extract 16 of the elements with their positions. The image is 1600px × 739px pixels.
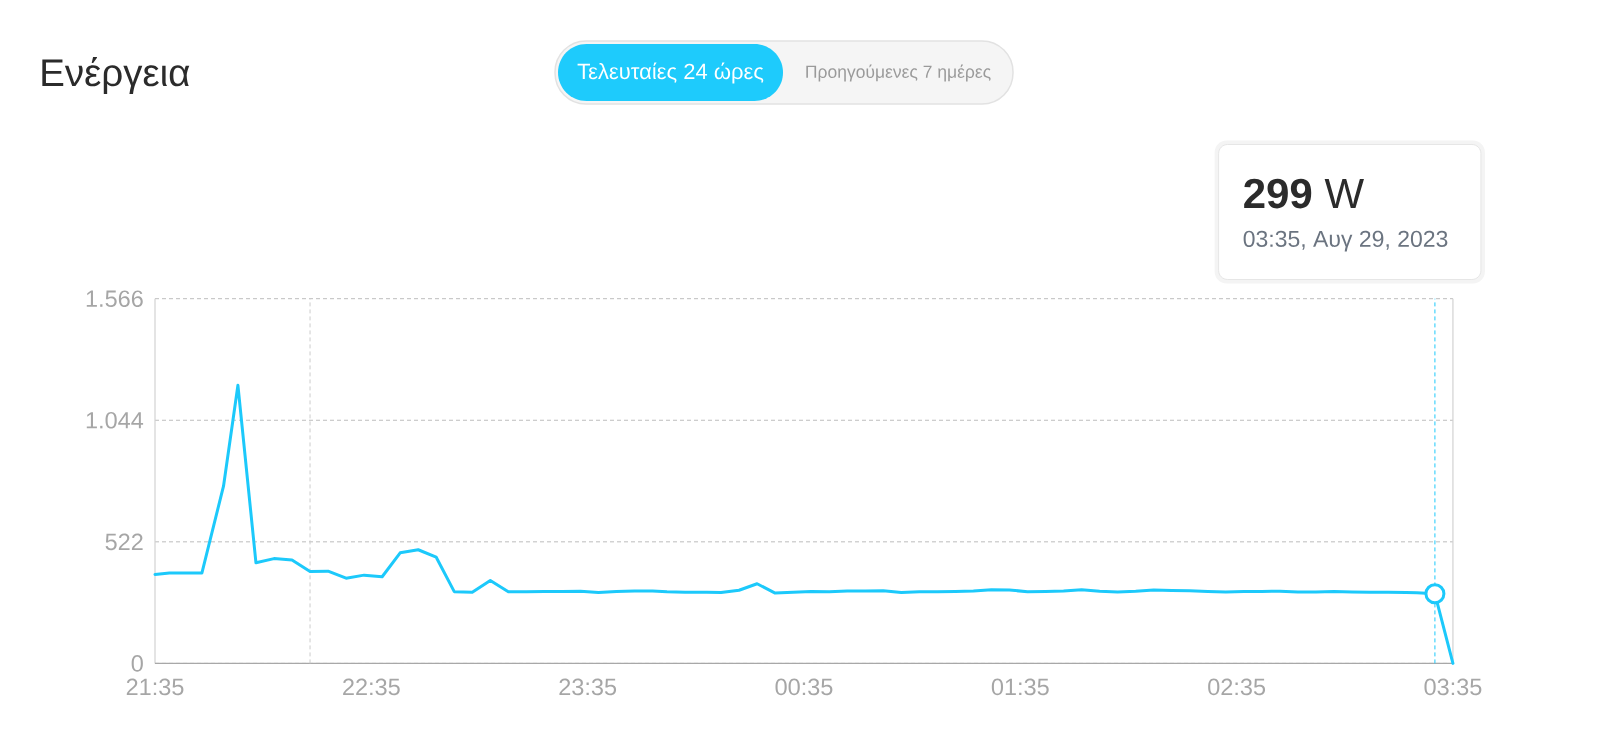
y-tick-label: 1.566	[86, 290, 143, 308]
x-tick-label: 00:35	[775, 678, 833, 696]
text: 03:35, Αυγ 29, 2023	[1243, 230, 1448, 252]
text: Τελευταίες 24 ώρες	[577, 62, 764, 84]
y-tick-label: 1.044	[86, 411, 144, 429]
chart-title: Ενέργεια	[42, 56, 190, 94]
x-tick-label: 21:35	[126, 678, 184, 696]
text: Προηγούμενες 7 ημέρες	[806, 64, 991, 82]
x-tick-label: 01:35	[991, 678, 1049, 696]
x-tick-label: 22:35	[343, 678, 400, 696]
text: 299 W	[1244, 178, 1364, 209]
x-tick-label: 03:35	[1424, 678, 1482, 696]
y-tick-label: 522	[105, 533, 143, 551]
x-tick-label: 02:35	[1208, 678, 1266, 696]
y-tick-label: 0	[131, 655, 143, 672]
x-tick-label: 23:35	[559, 678, 617, 696]
